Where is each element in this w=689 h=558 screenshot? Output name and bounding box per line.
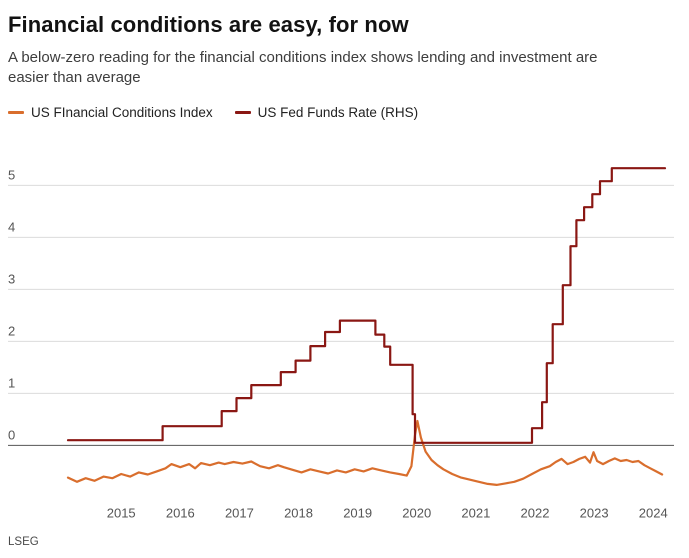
y-tick-label: 5 <box>8 167 15 182</box>
y-tick-label: 0 <box>8 427 15 442</box>
legend-label-fci: US FInancial Conditions Index <box>31 104 213 120</box>
x-tick-label: 2018 <box>284 505 313 520</box>
x-tick-label: 2023 <box>580 505 609 520</box>
x-tick-label: 2020 <box>402 505 431 520</box>
x-tick-label: 2015 <box>107 505 136 520</box>
y-tick-label: 2 <box>8 323 15 338</box>
fci-line <box>66 419 664 486</box>
x-tick-label: 2024 <box>639 505 668 520</box>
y-tick-label: 3 <box>8 271 15 286</box>
legend: US FInancial Conditions Index US Fed Fun… <box>0 89 689 120</box>
fci-line-swatch <box>8 110 24 114</box>
legend-label-fed-funds: US Fed Funds Rate (RHS) <box>257 104 419 120</box>
source-note: LSEG <box>8 536 39 548</box>
x-tick-label: 2019 <box>343 505 372 520</box>
fed-funds-line-swatch <box>234 110 251 114</box>
fed-funds-line <box>66 167 667 444</box>
x-tick-label: 2021 <box>461 505 490 520</box>
x-tick-label: 2022 <box>521 505 550 520</box>
legend-item-fed-funds: US Fed Funds Rate (RHS) <box>234 104 419 120</box>
y-tick-label: 1 <box>8 375 15 390</box>
x-tick-label: 2016 <box>166 505 195 520</box>
x-tick-label: 2017 <box>225 505 254 520</box>
y-tick-label: 4 <box>8 219 15 234</box>
chart-title: Financial conditions are easy, for now <box>8 12 409 37</box>
chart-subtitle: A below-zero reading for the financial c… <box>8 49 598 87</box>
line-chart: 0 1 2 3 4 5 2015 2016 2017 2018 2019 2020 2021 2022 20… <box>0 148 689 520</box>
legend-item-fci: US FInancial Conditions Index <box>8 105 213 120</box>
